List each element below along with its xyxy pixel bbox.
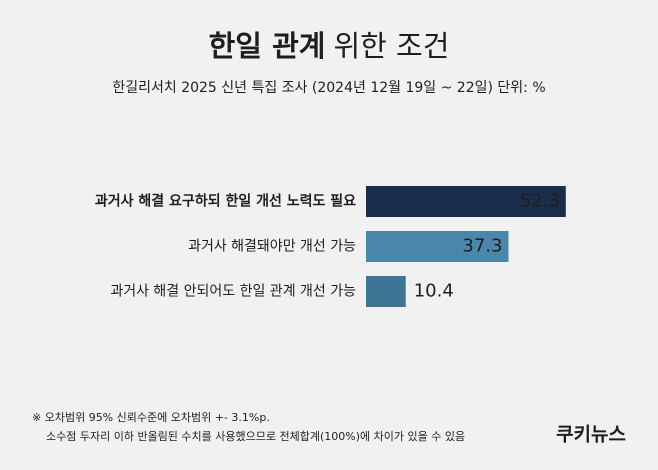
chart-title: 한일 관계 위한 조건	[209, 29, 450, 63]
subtitle: 한길리서치 2025 신년 특집 조사 (2024년 12월 19일 ~ 22일…	[112, 80, 545, 96]
category-label: 과거사 해결 요구하되 한일 개선 노력도 필요	[95, 193, 356, 210]
note: 소수점 두자리 이하 반올림된 수치를 사용했으므로 전체합계(100%)에 차…	[46, 429, 465, 443]
bar	[366, 276, 406, 307]
title-bold: 한일 관계	[209, 29, 326, 63]
title-regular: 위한 조건	[333, 29, 449, 63]
value-label: 10.4	[414, 281, 454, 302]
bar	[366, 186, 566, 217]
category-label: 과거사 해결돼야만 개선 가능	[188, 239, 356, 255]
bar	[366, 231, 509, 262]
note: ※ 오차범위 95% 신뢰수준에 오차범위 +- 3.1%p.	[32, 411, 270, 424]
logo: 쿠키뉴스	[556, 424, 626, 446]
value-label: 52.3	[520, 191, 560, 212]
category-label: 과거사 해결 안되어도 한일 관계 개선 가능	[110, 284, 356, 300]
value-label: 37.3	[462, 236, 502, 257]
